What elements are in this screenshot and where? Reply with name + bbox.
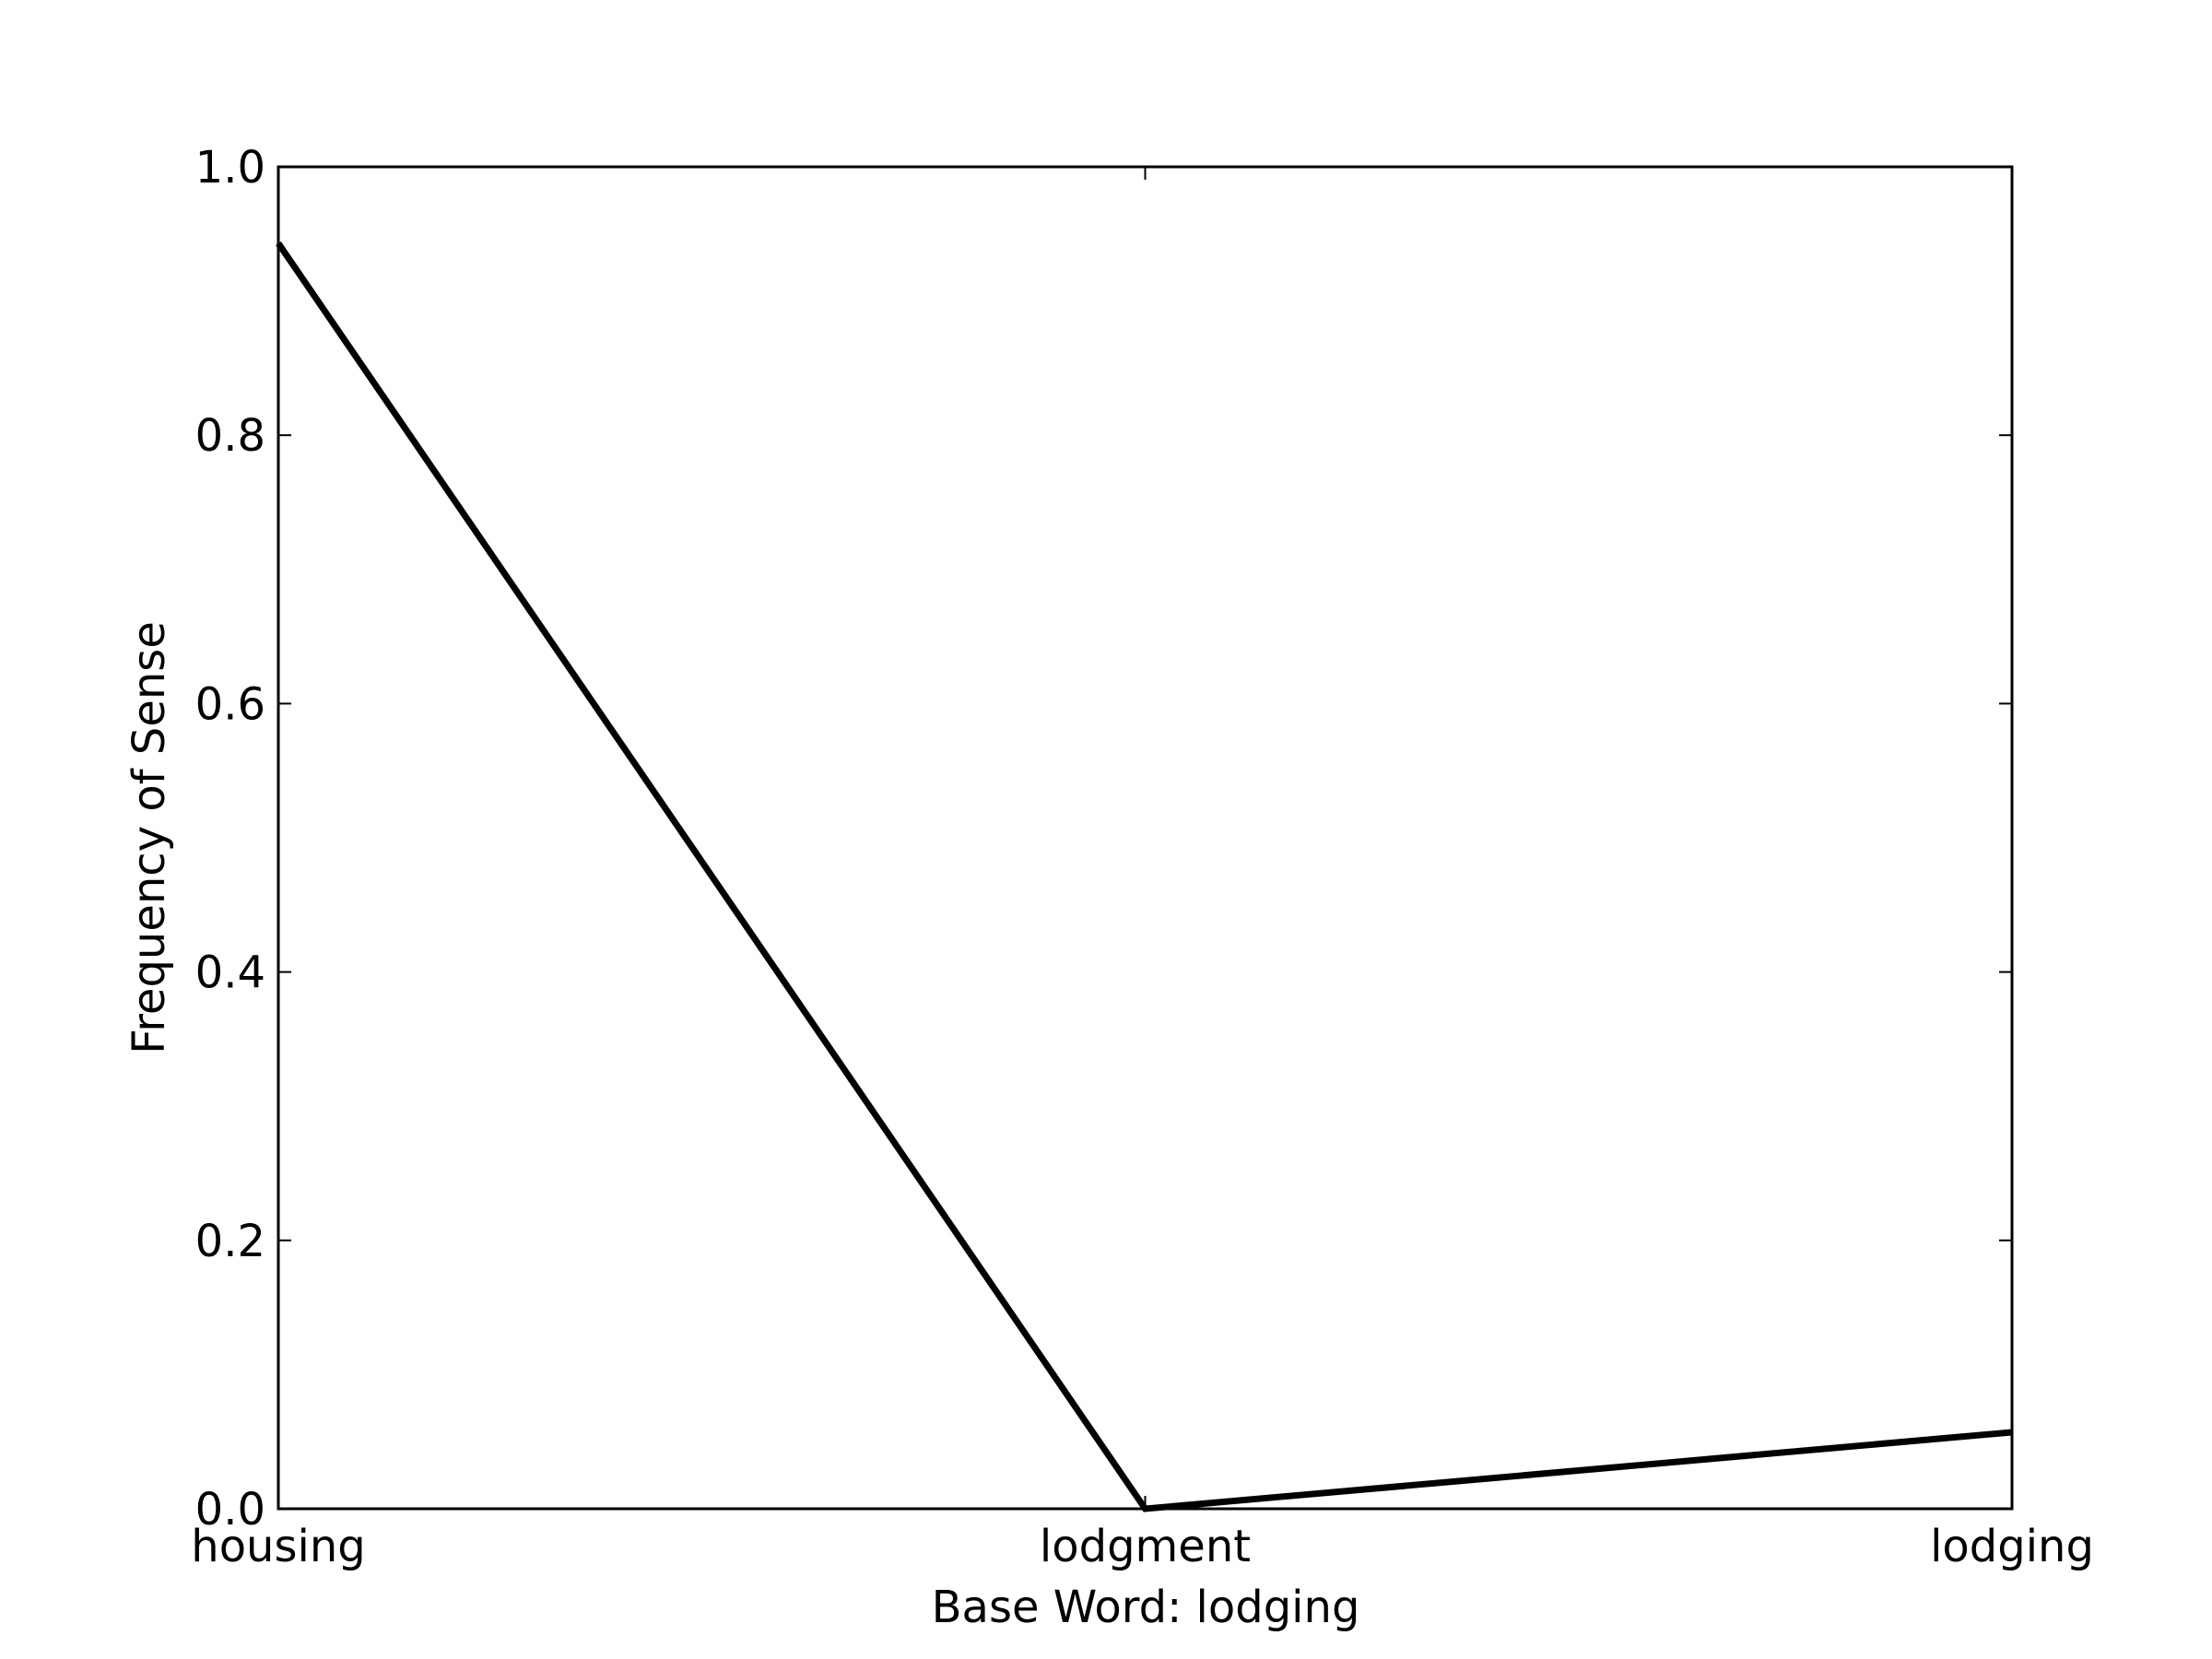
y-tick-label: 1.0: [195, 142, 265, 194]
y-tick-labels: 0.0 0.2 0.4 0.6 0.8 1.0: [195, 142, 265, 1535]
x-tick-labels: housing lodgment lodging: [191, 1521, 2094, 1572]
y-axis-label: Frequency of Sense: [124, 621, 175, 1054]
x-axis-label: Base Word: lodging: [932, 1582, 1360, 1633]
y-tick-label: 0.8: [195, 410, 265, 462]
y-tick-label: 0.2: [195, 1216, 265, 1267]
x-tick-label: lodgment: [1040, 1521, 1251, 1572]
y-tick-label: 0.6: [195, 678, 265, 730]
x-tick-label: housing: [191, 1521, 365, 1572]
x-tick-label: lodging: [1930, 1521, 2094, 1572]
plot-frame: [276, 165, 2014, 1511]
y-tick-label: 0.4: [195, 947, 265, 999]
y-tick-label: 0.0: [195, 1484, 265, 1535]
